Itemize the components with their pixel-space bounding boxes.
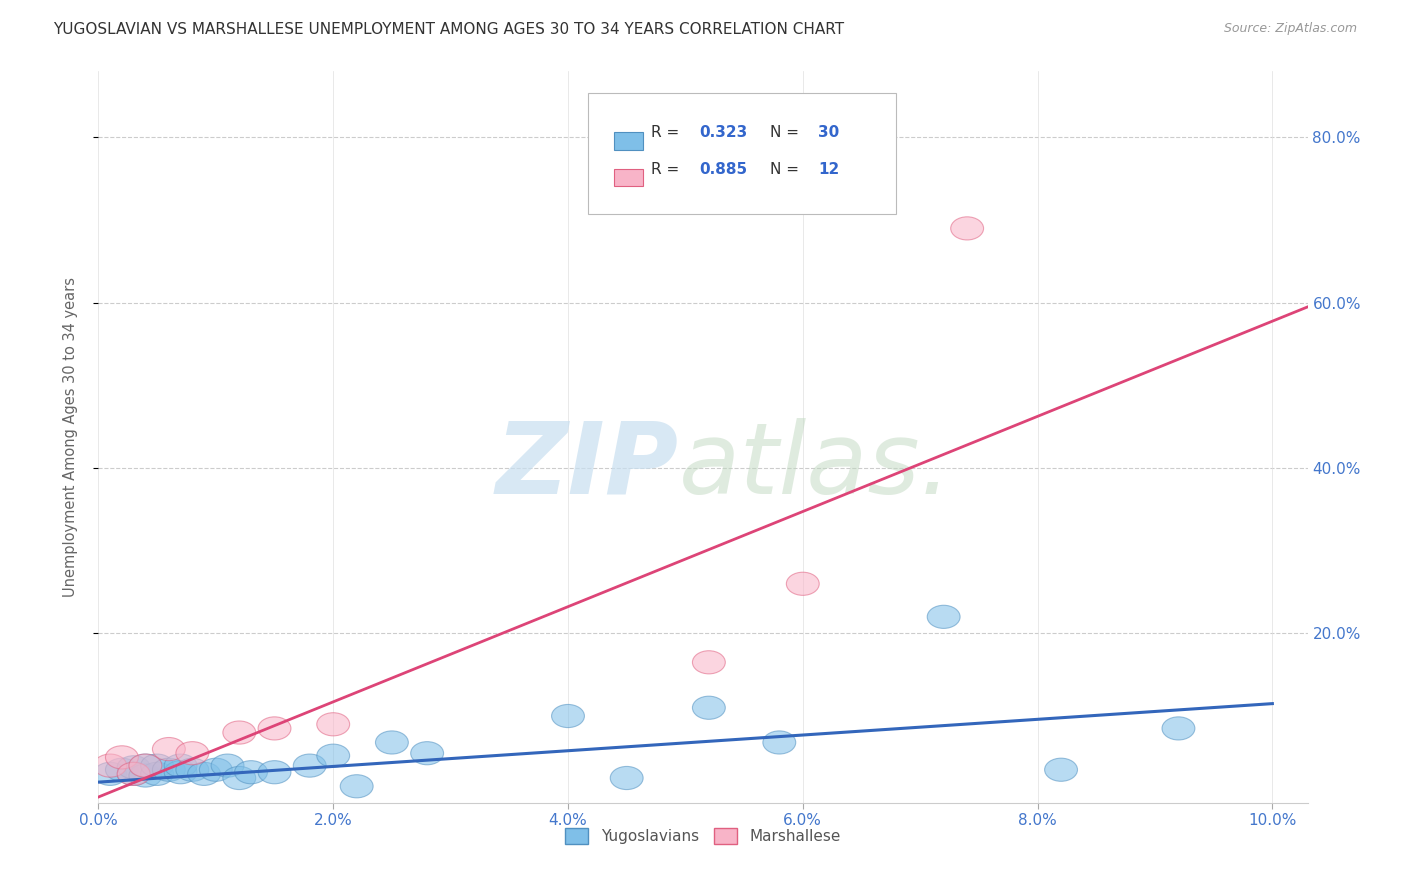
Ellipse shape [129, 754, 162, 777]
Ellipse shape [692, 651, 725, 673]
Ellipse shape [94, 754, 127, 777]
Ellipse shape [129, 754, 162, 777]
Ellipse shape [1045, 758, 1077, 781]
Ellipse shape [927, 606, 960, 628]
Text: YUGOSLAVIAN VS MARSHALLESE UNEMPLOYMENT AMONG AGES 30 TO 34 YEARS CORRELATION CH: YUGOSLAVIAN VS MARSHALLESE UNEMPLOYMENT … [53, 22, 845, 37]
Ellipse shape [176, 741, 208, 764]
Ellipse shape [94, 763, 127, 786]
Text: R =: R = [651, 161, 685, 177]
Legend: Yugoslavians, Marshallese: Yugoslavians, Marshallese [560, 822, 846, 850]
Ellipse shape [763, 731, 796, 754]
Ellipse shape [141, 754, 173, 777]
Text: atlas.: atlas. [679, 417, 952, 515]
Ellipse shape [375, 731, 408, 754]
Text: N =: N = [769, 125, 803, 140]
Text: ZIP: ZIP [496, 417, 679, 515]
FancyBboxPatch shape [588, 94, 897, 214]
Ellipse shape [692, 696, 725, 719]
Ellipse shape [551, 705, 585, 728]
Ellipse shape [211, 754, 245, 777]
Text: N =: N = [769, 161, 803, 177]
Ellipse shape [165, 761, 197, 784]
Text: R =: R = [651, 125, 685, 140]
Ellipse shape [129, 764, 162, 787]
Ellipse shape [117, 756, 150, 779]
Ellipse shape [235, 761, 267, 784]
Ellipse shape [105, 746, 138, 769]
FancyBboxPatch shape [613, 169, 643, 186]
Ellipse shape [224, 721, 256, 744]
Ellipse shape [176, 758, 208, 781]
Ellipse shape [117, 763, 150, 786]
Ellipse shape [117, 763, 150, 786]
Ellipse shape [187, 763, 221, 786]
Ellipse shape [786, 572, 820, 595]
Text: 0.323: 0.323 [699, 125, 748, 140]
Ellipse shape [316, 744, 350, 767]
Ellipse shape [1161, 717, 1195, 740]
Ellipse shape [610, 766, 643, 789]
Ellipse shape [152, 758, 186, 781]
Ellipse shape [411, 741, 443, 764]
Ellipse shape [259, 761, 291, 784]
Ellipse shape [165, 754, 197, 777]
Ellipse shape [316, 713, 350, 736]
Ellipse shape [152, 738, 186, 761]
Ellipse shape [224, 766, 256, 789]
Ellipse shape [294, 754, 326, 777]
Ellipse shape [105, 758, 138, 781]
Text: 12: 12 [818, 161, 839, 177]
Text: 0.885: 0.885 [699, 161, 748, 177]
Y-axis label: Unemployment Among Ages 30 to 34 years: Unemployment Among Ages 30 to 34 years [63, 277, 77, 597]
FancyBboxPatch shape [613, 132, 643, 150]
Text: Source: ZipAtlas.com: Source: ZipAtlas.com [1223, 22, 1357, 36]
Text: 30: 30 [818, 125, 839, 140]
Ellipse shape [259, 717, 291, 740]
Ellipse shape [950, 217, 984, 240]
Ellipse shape [340, 774, 373, 797]
Ellipse shape [200, 758, 232, 781]
Ellipse shape [141, 763, 173, 786]
